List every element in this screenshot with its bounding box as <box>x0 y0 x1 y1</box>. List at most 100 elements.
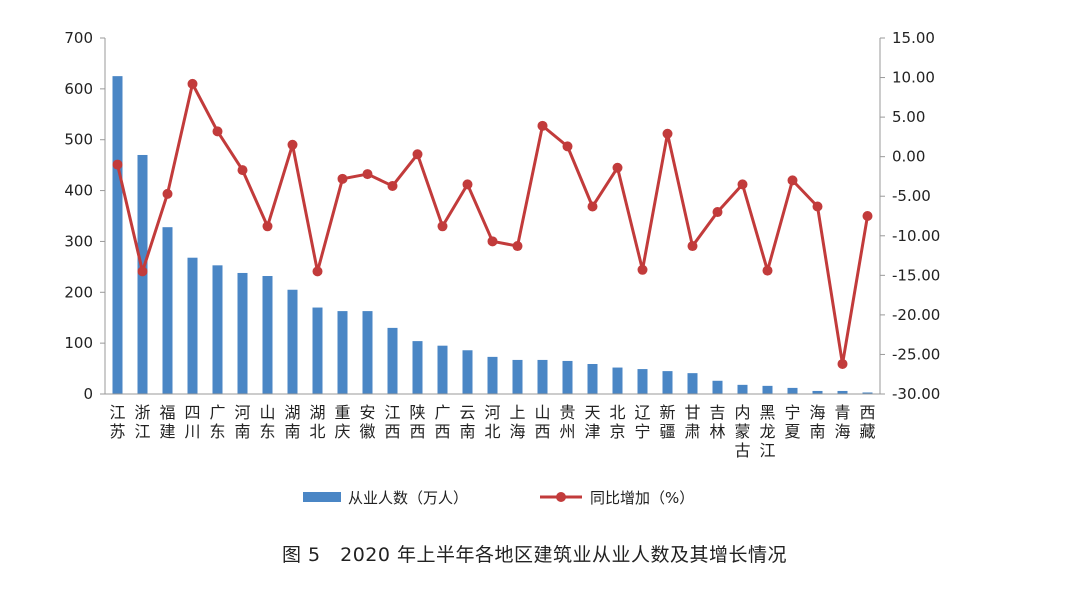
bar <box>412 341 423 394</box>
line-point <box>162 188 173 199</box>
line-point <box>862 211 873 221</box>
bar <box>587 363 598 394</box>
bar <box>537 359 548 394</box>
category-label: 西藏 <box>859 403 875 441</box>
category-label: 天津 <box>584 403 600 441</box>
line-point <box>312 266 323 277</box>
line-point <box>487 236 498 247</box>
line-point <box>387 180 398 191</box>
line-point <box>412 149 423 160</box>
bar <box>237 272 248 394</box>
bar <box>862 392 873 394</box>
right-axis-ticks: -30.00 -25.00 -20.00 -15.00 -10.00 -5.00 0.00 5… <box>880 29 940 403</box>
bar <box>262 276 273 394</box>
bar <box>562 360 573 394</box>
category-label: 山东 <box>259 403 275 441</box>
category-label: 湖北 <box>309 403 325 441</box>
right-tick-label: -5.00 <box>892 187 931 205</box>
left-tick-label: 100 <box>64 334 93 352</box>
category-label: 陕西 <box>409 403 425 441</box>
line-point <box>537 120 548 131</box>
category-label: 黑龙江 <box>759 403 775 460</box>
line-point <box>662 128 673 139</box>
category-label: 河北 <box>484 403 500 441</box>
line-point <box>787 175 798 186</box>
bar <box>437 345 448 394</box>
right-tick-label: 15.00 <box>892 29 935 47</box>
bar-series <box>112 76 873 395</box>
category-label: 北京 <box>609 403 625 441</box>
line-point <box>562 141 573 152</box>
right-tick-label: 0.00 <box>892 148 925 166</box>
figure-caption: 图 5 2020 年上半年各地区建筑业从业人数及其增长情况 <box>281 544 788 566</box>
category-label: 广西 <box>434 403 450 441</box>
line-point <box>262 221 273 232</box>
category-label: 吉林 <box>709 403 725 441</box>
bar <box>462 350 473 394</box>
bar <box>637 369 648 394</box>
bar <box>187 257 198 394</box>
bar <box>612 367 623 394</box>
right-tick-label: 10.00 <box>892 69 935 87</box>
bar <box>487 356 498 394</box>
left-tick-label: 200 <box>64 283 93 301</box>
category-label: 浙江 <box>134 403 150 441</box>
line-point <box>187 78 198 89</box>
right-tick-label: -15.00 <box>892 266 940 284</box>
line-point <box>512 241 523 252</box>
category-label: 辽宁 <box>634 403 650 441</box>
left-axis-ticks: 0 100 200 300 400 500 600 700 <box>64 29 105 403</box>
bar <box>312 307 323 394</box>
legend-line-marker <box>556 492 566 502</box>
bar <box>212 265 223 394</box>
bar <box>512 359 523 394</box>
line-point <box>362 169 373 180</box>
bar <box>112 76 123 395</box>
bar <box>662 371 673 394</box>
category-label: 云南 <box>459 403 475 441</box>
line-point <box>237 165 248 176</box>
line-point <box>687 241 698 252</box>
category-label: 河南 <box>234 403 250 441</box>
line-point <box>587 201 598 212</box>
right-tick-label: 5.00 <box>892 108 925 126</box>
line-point <box>437 221 448 232</box>
category-label: 贵州 <box>559 403 575 441</box>
category-label: 江苏 <box>109 403 125 441</box>
bar <box>287 289 298 394</box>
line-point <box>612 162 623 173</box>
category-label: 福建 <box>159 403 175 441</box>
right-tick-label: -10.00 <box>892 227 940 245</box>
category-label: 广东 <box>209 403 225 441</box>
bar <box>762 385 773 394</box>
bar <box>387 327 398 394</box>
legend-line-label: 同比增加（%） <box>590 489 694 507</box>
line-point <box>137 266 148 277</box>
right-tick-label: -20.00 <box>892 306 940 324</box>
category-label: 四川 <box>184 403 200 441</box>
right-tick-label: -30.00 <box>892 385 940 403</box>
legend-bar-label: 从业人数（万人） <box>348 489 468 507</box>
bar <box>162 227 173 394</box>
right-tick-label: -25.00 <box>892 345 940 363</box>
category-label: 上海 <box>509 403 525 441</box>
bar <box>712 380 723 394</box>
category-label: 江西 <box>384 403 400 441</box>
line-point <box>637 264 648 275</box>
bar <box>687 373 698 394</box>
category-label: 新疆 <box>659 403 675 441</box>
line-point <box>462 179 473 190</box>
category-label: 甘肃 <box>684 403 700 441</box>
legend-bar-swatch <box>303 492 341 502</box>
category-label: 宁夏 <box>784 403 800 441</box>
left-tick-label: 700 <box>64 29 93 47</box>
category-label: 山西 <box>534 403 550 441</box>
left-tick-label: 300 <box>64 232 93 250</box>
category-label: 内蒙古 <box>734 403 750 460</box>
left-tick-label: 500 <box>64 131 93 149</box>
legend: 从业人数（万人） 同比增加（%） <box>303 489 694 507</box>
category-label: 青海 <box>834 403 850 441</box>
line-point <box>212 126 223 137</box>
category-label: 湖南 <box>284 403 300 441</box>
